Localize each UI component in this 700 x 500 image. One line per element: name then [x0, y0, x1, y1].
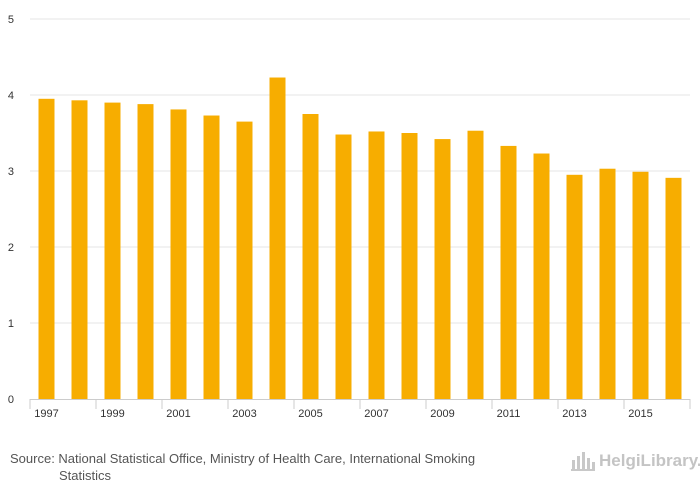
bar [599, 168, 616, 399]
x-tick-label: 1997 [34, 408, 58, 420]
brand-logo: HelgiLibrary. [570, 449, 700, 473]
x-tick-label: 2009 [430, 408, 454, 420]
source-line-2: Statistics [59, 468, 112, 483]
x-tick-label: 1999 [100, 408, 124, 420]
x-tick-label: 2013 [562, 408, 586, 420]
bar [302, 114, 319, 399]
bar [203, 115, 220, 400]
bar [170, 109, 187, 399]
bar [632, 171, 649, 399]
brand-name: HelgiLibrary. [599, 451, 700, 470]
building-icon [571, 452, 595, 471]
y-tick-label: 4 [8, 90, 14, 102]
bars [38, 77, 682, 400]
bar-chart: 0 1 2 3 4 5 1997 1999 2001 2003 2005 2007 2009 2011 2… [8, 14, 691, 420]
bar [269, 77, 286, 400]
y-tick-label: 5 [8, 14, 14, 26]
bar [71, 100, 88, 399]
source-note: Source: National Statistical Office, Min… [10, 450, 570, 484]
x-axis: 1997 1999 2001 2003 2005 2007 2009 2011 2013 2015 [29, 399, 691, 420]
bar [368, 131, 385, 400]
bar [434, 139, 451, 399]
y-axis-ticks: 0 1 2 3 4 5 [8, 14, 14, 406]
x-tick-label: 2005 [298, 408, 322, 420]
bar [104, 102, 121, 399]
bar [137, 104, 154, 400]
y-tick-label: 2 [8, 242, 14, 254]
x-tick-label: 2007 [364, 408, 388, 420]
x-tick-label: 2015 [628, 408, 652, 420]
bar [566, 174, 583, 399]
bar [665, 177, 682, 399]
x-tick-label: 2003 [232, 408, 256, 420]
bar [533, 153, 550, 399]
bar [467, 130, 484, 399]
grid-lines [30, 18, 690, 324]
y-tick-label: 1 [8, 318, 14, 330]
y-tick-label: 0 [8, 394, 14, 406]
x-tick-label: 2001 [166, 408, 190, 420]
bar [38, 98, 55, 400]
bar [500, 145, 517, 399]
y-tick-label: 3 [8, 166, 14, 178]
bar [236, 121, 253, 399]
source-line-1: Source: National Statistical Office, Min… [10, 451, 476, 466]
x-tick-label: 2011 [497, 408, 521, 420]
bar [401, 133, 418, 399]
bar [335, 134, 352, 399]
